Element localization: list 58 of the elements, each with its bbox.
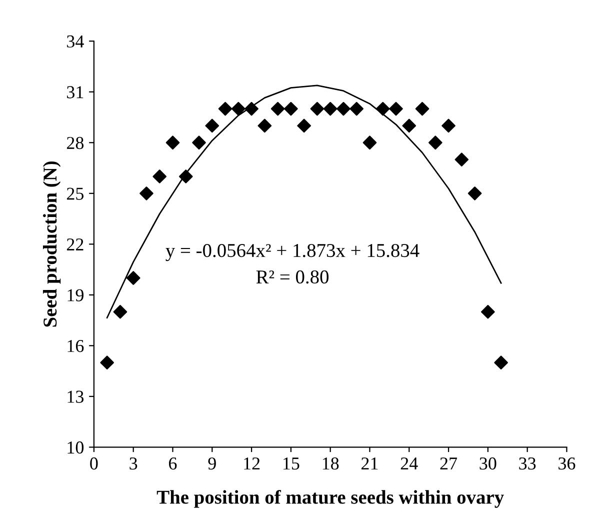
- point: [231, 102, 246, 116]
- point: [415, 102, 430, 116]
- x-tick-label: 9: [208, 457, 216, 470]
- point: [284, 102, 298, 116]
- x-tick-label: 0: [90, 457, 98, 470]
- point: [166, 136, 180, 150]
- point: [323, 102, 338, 116]
- point: [336, 102, 350, 116]
- point: [310, 102, 324, 116]
- y-tick-label: 19: [68, 289, 84, 302]
- x-tick-label: 24: [400, 457, 418, 470]
- x-tick-label: 6: [169, 457, 177, 470]
- x-tick-label: 21: [361, 457, 378, 470]
- y-tick-label: 28: [66, 136, 84, 150]
- x-tick-label: 27: [440, 457, 458, 470]
- point: [270, 102, 285, 116]
- point: [362, 136, 377, 150]
- x-tick-label: 3: [130, 457, 138, 470]
- point: [350, 102, 364, 116]
- point: [192, 136, 206, 150]
- point: [100, 356, 114, 370]
- point: [481, 304, 495, 319]
- point: [178, 170, 193, 184]
- x-tick-label: 12: [244, 457, 260, 470]
- x-tick-label: 30: [480, 457, 496, 470]
- y-tick-label: 31: [67, 86, 84, 98]
- x-tick-label: 18: [322, 457, 339, 470]
- x-tick-label: 36: [558, 457, 576, 470]
- line-series: [106, 84, 502, 318]
- y-tick-label: 22: [66, 238, 84, 250]
- point: [152, 170, 167, 184]
- y-axis-title: Seed production (N): [42, 161, 61, 327]
- point: [494, 356, 508, 370]
- point: [126, 271, 140, 285]
- point: [402, 118, 416, 133]
- point: [454, 152, 469, 166]
- x-tick-label: 33: [519, 457, 536, 470]
- point: [244, 102, 258, 116]
- point: [297, 118, 311, 133]
- y-tick-label: 25: [66, 188, 84, 200]
- point: [468, 186, 482, 200]
- point: [113, 304, 128, 319]
- point: [389, 102, 403, 116]
- annotation: y = -0.0564x² + 1.873x + 15.834: [166, 244, 420, 262]
- point: [218, 102, 232, 116]
- annotation: R² = 0.80: [256, 270, 329, 284]
- x-tick-label: 15: [283, 458, 300, 470]
- y-tick-label: 13: [68, 390, 84, 403]
- point: [258, 118, 272, 133]
- y-tick-label: 34: [67, 35, 84, 48]
- point: [442, 118, 456, 133]
- point: [205, 118, 220, 133]
- point: [428, 136, 442, 150]
- y-tick-label: 10: [68, 441, 84, 454]
- x-axis-title: The position of mature seeds within ovary: [156, 490, 504, 508]
- y-tick-label: 16: [68, 340, 84, 352]
- point: [376, 102, 390, 116]
- point: [140, 186, 154, 200]
